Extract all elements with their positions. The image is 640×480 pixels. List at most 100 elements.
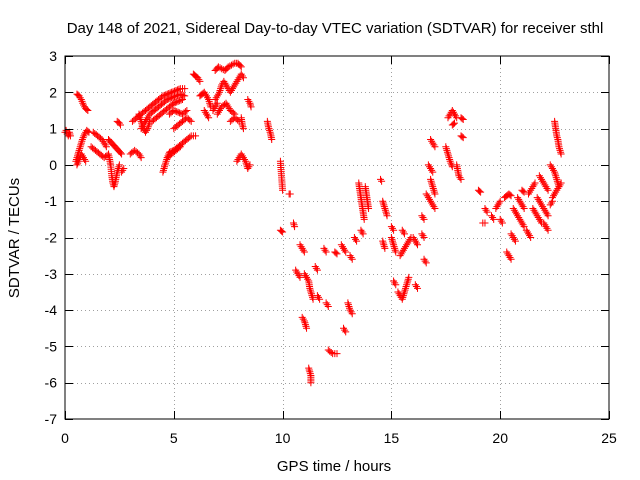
- data-point: [555, 145, 563, 153]
- data-point: [236, 62, 244, 70]
- data-point: [77, 150, 85, 158]
- data-point: [204, 94, 212, 102]
- data-point: [347, 308, 355, 316]
- y-tick-label: -6: [45, 375, 58, 391]
- data-point: [390, 277, 398, 285]
- data-point: [293, 268, 301, 276]
- y-tick-label: -2: [45, 230, 58, 246]
- data-point: [233, 157, 241, 165]
- data-point: [553, 134, 561, 142]
- data-point: [400, 288, 408, 296]
- data-point: [279, 228, 287, 236]
- data-point: [428, 179, 436, 187]
- data-point: [306, 286, 314, 294]
- data-point: [510, 235, 518, 243]
- data-point: [217, 83, 225, 91]
- data-point: [239, 123, 247, 131]
- data-point: [321, 246, 329, 254]
- data-point: [344, 299, 352, 307]
- data-point: [542, 208, 550, 216]
- data-point: [414, 241, 422, 249]
- data-point: [424, 161, 432, 169]
- y-tick-label: 3: [49, 48, 57, 64]
- data-point: [403, 281, 411, 289]
- data-point: [303, 324, 311, 332]
- data-point: [420, 234, 428, 241]
- data-point: [279, 186, 287, 194]
- data-point: [414, 284, 422, 292]
- data-point: [76, 145, 84, 153]
- data-point: [278, 227, 286, 235]
- data-point: [176, 90, 184, 98]
- data-point: [313, 266, 321, 274]
- data-point: [459, 116, 467, 124]
- data-point: [231, 81, 239, 89]
- data-point: [543, 224, 551, 232]
- data-point: [412, 283, 420, 291]
- data-point: [137, 154, 145, 162]
- data-point: [539, 203, 547, 211]
- data-point: [449, 108, 457, 116]
- data-point: [162, 91, 170, 99]
- data-point: [431, 143, 439, 151]
- data-point: [320, 244, 328, 252]
- data-point: [535, 172, 543, 180]
- data-point: [159, 166, 167, 174]
- data-point: [74, 157, 82, 165]
- data-point: [244, 165, 252, 173]
- x-tick-label: 25: [601, 430, 617, 446]
- data-point: [403, 279, 411, 287]
- data-point: [214, 63, 222, 71]
- chart-title: Day 148 of 2021, Sidereal Day-to-day VTE…: [67, 20, 604, 37]
- data-point: [161, 161, 169, 169]
- data-point: [238, 152, 246, 160]
- data-point: [169, 93, 177, 101]
- data-point: [494, 201, 502, 209]
- data-point: [528, 184, 536, 192]
- data-point: [81, 155, 89, 163]
- data-point: [507, 255, 515, 263]
- data-point: [143, 116, 151, 124]
- data-point: [543, 210, 551, 218]
- data-point: [229, 85, 237, 93]
- data-point: [535, 197, 543, 205]
- data-point: [391, 246, 399, 254]
- data-point: [544, 226, 552, 234]
- data-point: [268, 135, 276, 143]
- x-axis-title: GPS time / hours: [277, 458, 391, 475]
- data-point: [520, 204, 528, 212]
- data-point: [449, 120, 457, 128]
- data-point: [555, 143, 563, 151]
- data-point: [222, 81, 230, 89]
- data-point: [99, 137, 107, 145]
- data-point: [307, 379, 315, 387]
- data-point: [187, 117, 195, 125]
- data-point: [181, 108, 189, 116]
- data-point: [137, 116, 145, 124]
- data-point: [195, 76, 203, 84]
- data-point: [305, 364, 313, 372]
- data-point: [357, 226, 365, 234]
- data-point: [380, 243, 388, 251]
- data-point: [300, 270, 308, 278]
- data-point: [226, 62, 234, 70]
- data-point: [309, 295, 317, 303]
- data-point: [142, 128, 150, 136]
- data-point: [211, 96, 219, 104]
- data-point: [390, 243, 398, 251]
- data-point: [551, 170, 559, 178]
- data-point: [327, 348, 335, 356]
- data-point: [531, 208, 539, 216]
- data-point: [557, 150, 565, 158]
- data-point: [296, 241, 304, 249]
- data-point: [100, 139, 108, 147]
- data-point: [173, 98, 181, 106]
- data-point: [306, 370, 314, 378]
- data-point: [213, 110, 221, 118]
- data-point: [115, 119, 123, 127]
- data-point: [302, 322, 310, 330]
- data-point: [110, 183, 118, 191]
- data-point: [294, 270, 302, 278]
- data-point: [214, 108, 222, 116]
- data-point: [79, 101, 87, 109]
